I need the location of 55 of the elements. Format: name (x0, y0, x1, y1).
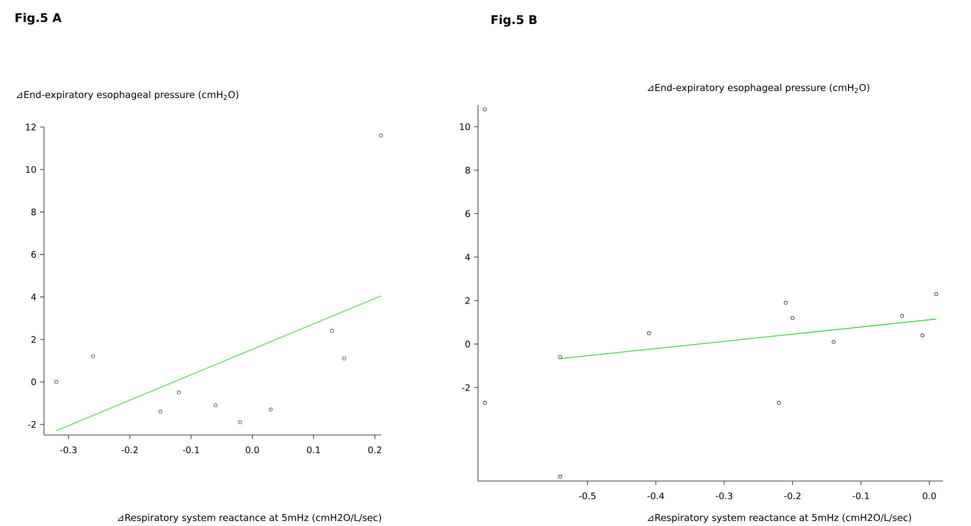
y-tick-label: 10 (460, 123, 470, 130)
point (238, 420, 242, 424)
point (934, 292, 938, 296)
point (214, 403, 218, 408)
y-tick-label: 8 (31, 208, 36, 216)
point (330, 328, 334, 333)
point (91, 354, 95, 358)
y-tick-label: 2 (465, 297, 470, 304)
point (379, 133, 383, 138)
y-tick-label: 6 (465, 210, 470, 217)
y-tick-label: 8 (465, 166, 470, 174)
point (176, 390, 181, 394)
point (558, 355, 562, 359)
x-tick-label: -0.5 (579, 492, 596, 500)
point (647, 331, 651, 335)
point (268, 407, 273, 412)
x-tick-label: -0.3 (716, 492, 732, 500)
y-tick-label: 0 (465, 340, 470, 348)
point (54, 380, 58, 384)
point (342, 356, 346, 360)
chart-title: Fig.5 B (492, 14, 537, 26)
x-tick-label: 0.0 (922, 492, 936, 500)
x-tick-label: -0.1 (182, 446, 199, 454)
point (784, 300, 788, 305)
y-tick-label: 4 (31, 294, 36, 300)
point (482, 400, 487, 404)
point (158, 410, 162, 414)
point (790, 316, 794, 320)
point (777, 400, 781, 404)
point (482, 107, 487, 112)
x-axis-title: ⊿Respiratory system reactance at 5mHz (cmH2O/L/sec) (648, 514, 912, 523)
point (832, 340, 836, 344)
y-tick-label: 6 (31, 250, 36, 258)
x-axis-title: ⊿Respiratory system reactance at 5mHz (cmH2O/L/sec) (118, 514, 382, 523)
x-tick-label: -0.2 (121, 446, 138, 454)
y-axis-title: ⊿End-expiratory esophageal pressure (cmH$_{2}$O) (16, 90, 238, 100)
x-tick-label: 0.1 (307, 446, 320, 454)
y-tick-label: 2 (31, 336, 36, 343)
point (558, 474, 562, 478)
x-tick-label: 0.2 (368, 446, 382, 454)
x-tick-label: 0.0 (246, 446, 259, 454)
y-tick-label: 0 (31, 378, 36, 386)
y-tick-label: 4 (465, 254, 470, 260)
x-tick-label: -0.4 (647, 492, 664, 500)
point (920, 333, 924, 338)
x-tick-label: -0.1 (852, 492, 869, 500)
y-tick-label: 10 (26, 166, 36, 173)
y-tick-label: 12 (26, 124, 36, 130)
point (900, 314, 904, 318)
x-tick-label: -0.3 (60, 446, 77, 454)
y-tick-label: -2 (462, 384, 470, 391)
y-axis-title: ⊿End-expiratory esophageal pressure (cmH$_{2}$O) (648, 84, 870, 93)
chart-title: Fig.5 A (16, 12, 62, 24)
y-tick-label: -2 (28, 420, 36, 428)
x-tick-label: -0.2 (784, 492, 800, 500)
